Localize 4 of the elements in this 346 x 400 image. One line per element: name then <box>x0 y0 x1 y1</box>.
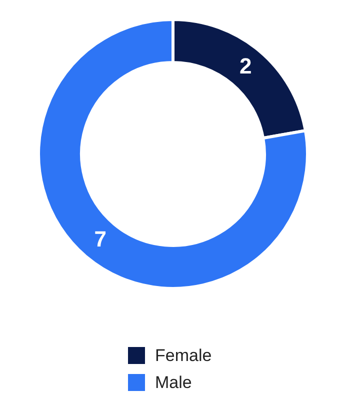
data-label: 2 <box>239 54 252 79</box>
data-label: 7 <box>94 226 107 252</box>
legend-label: Male <box>155 372 192 392</box>
legend-label: Female <box>155 346 212 366</box>
